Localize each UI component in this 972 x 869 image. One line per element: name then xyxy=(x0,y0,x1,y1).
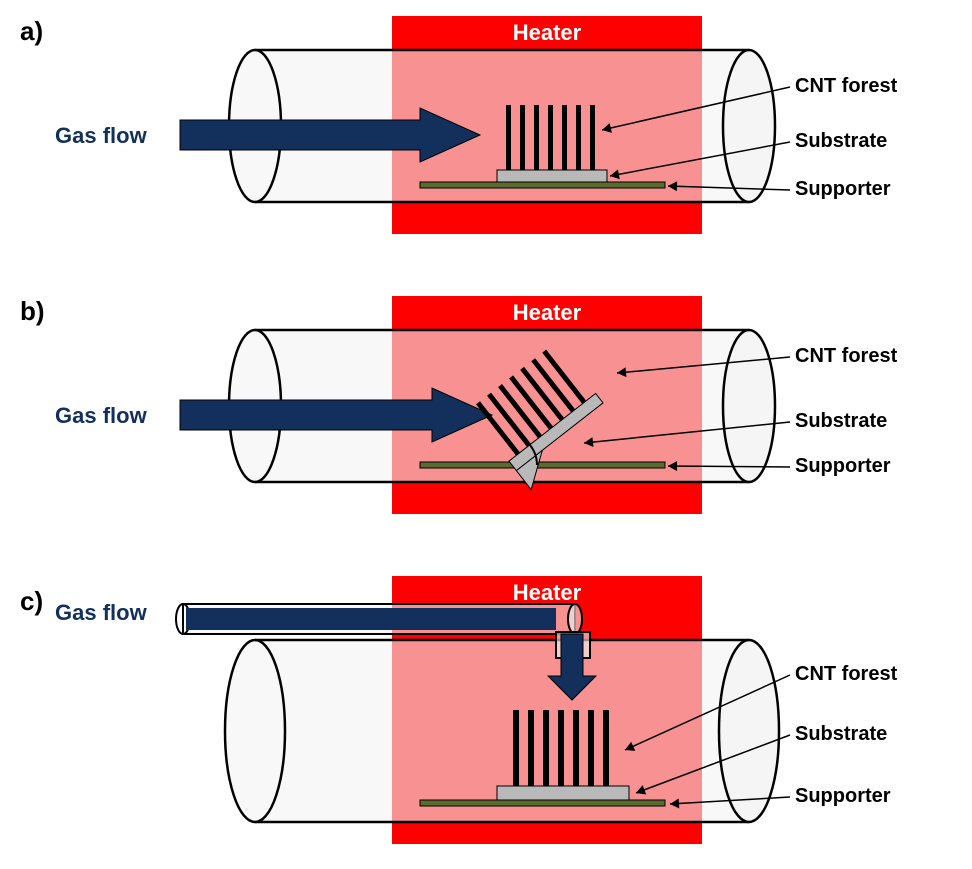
panel-label: c) xyxy=(20,586,43,616)
annot-supporter: Supporter xyxy=(795,178,891,200)
cnt-tube xyxy=(603,710,609,786)
annot-supporter: Supporter xyxy=(795,785,891,807)
cnt-tube xyxy=(588,710,594,786)
substrate xyxy=(497,786,629,800)
tube-cap-right xyxy=(719,640,779,822)
annot-substrate: Substrate xyxy=(795,130,887,152)
annot-supporter: Supporter xyxy=(795,455,891,477)
annot-substrate: Substrate xyxy=(795,723,887,745)
annot-cnt: CNT forest xyxy=(795,345,898,367)
cnt-tube xyxy=(543,710,549,786)
supporter xyxy=(420,800,665,806)
cnt-tube xyxy=(590,105,595,170)
tube-cap-right xyxy=(723,50,775,202)
annot-substrate: Substrate xyxy=(795,410,887,432)
cnt-tube xyxy=(548,105,553,170)
cnt-tube xyxy=(513,710,519,786)
pipe-cap xyxy=(568,604,582,634)
heater-label: Heater xyxy=(513,20,582,45)
heater-label: Heater xyxy=(513,580,582,605)
gas-label: Gas flow xyxy=(55,123,148,148)
cnt-tube xyxy=(562,105,567,170)
tube-cap-right xyxy=(723,330,775,482)
gas-label: Gas flow xyxy=(55,403,148,428)
cnt-tube xyxy=(520,105,525,170)
supporter xyxy=(420,182,665,188)
cnt-tube xyxy=(528,710,534,786)
gas-label: Gas flow xyxy=(55,600,148,625)
panel-label: a) xyxy=(20,16,43,46)
cnt-tube xyxy=(558,710,564,786)
cnt-tube xyxy=(506,105,511,170)
annot-line xyxy=(668,466,790,467)
supporter xyxy=(420,462,665,468)
cnt-tube xyxy=(573,710,579,786)
pipe-fill xyxy=(186,608,556,630)
heater-label: Heater xyxy=(513,300,582,325)
annot-cnt: CNT forest xyxy=(795,663,898,685)
panel-label: b) xyxy=(20,296,45,326)
cnt-tube xyxy=(534,105,539,170)
substrate xyxy=(497,170,607,182)
annot-cnt: CNT forest xyxy=(795,75,898,97)
cnt-tube xyxy=(576,105,581,170)
